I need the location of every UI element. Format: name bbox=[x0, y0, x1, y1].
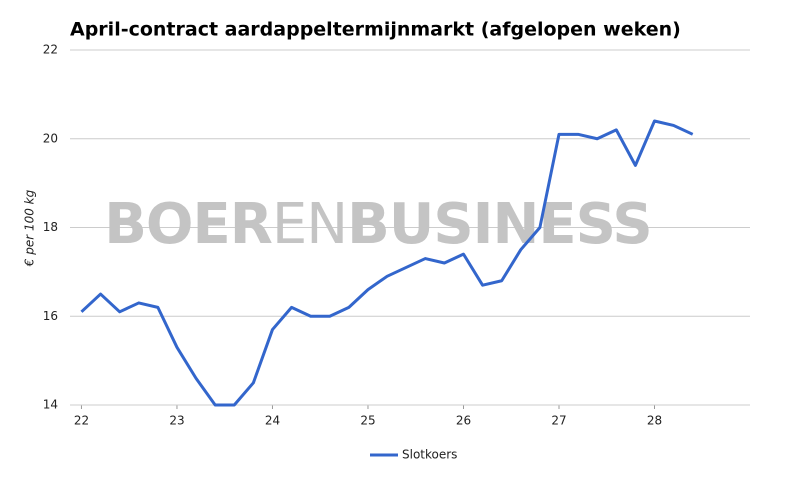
watermark-part: BUSINESS bbox=[347, 192, 652, 257]
x-tick-label: 26 bbox=[456, 414, 471, 428]
y-tick-label: 16 bbox=[43, 309, 58, 323]
x-tick-label: 28 bbox=[647, 414, 662, 428]
x-tick-label: 23 bbox=[169, 414, 184, 428]
y-tick-label: 14 bbox=[43, 398, 58, 412]
y-axis-label: € per 100 kg bbox=[23, 189, 37, 267]
watermark: BOERENBUSINESS bbox=[104, 192, 652, 257]
legend-label: Slotkoers bbox=[402, 448, 457, 462]
watermark-part: BOER bbox=[104, 192, 272, 257]
x-tick-label: 24 bbox=[265, 414, 280, 428]
x-tick-label: 25 bbox=[360, 414, 375, 428]
x-tick-label: 22 bbox=[74, 414, 89, 428]
watermark-part: EN bbox=[272, 192, 347, 257]
line bbox=[80, 119, 694, 407]
chart-title: April-contract aardappeltermijnmarkt (af… bbox=[70, 19, 681, 41]
y-tick-label: 22 bbox=[43, 43, 58, 57]
y-tick-label: 20 bbox=[43, 131, 58, 145]
y-tick-label: 18 bbox=[43, 220, 58, 234]
x-tick-label: 27 bbox=[551, 414, 566, 428]
